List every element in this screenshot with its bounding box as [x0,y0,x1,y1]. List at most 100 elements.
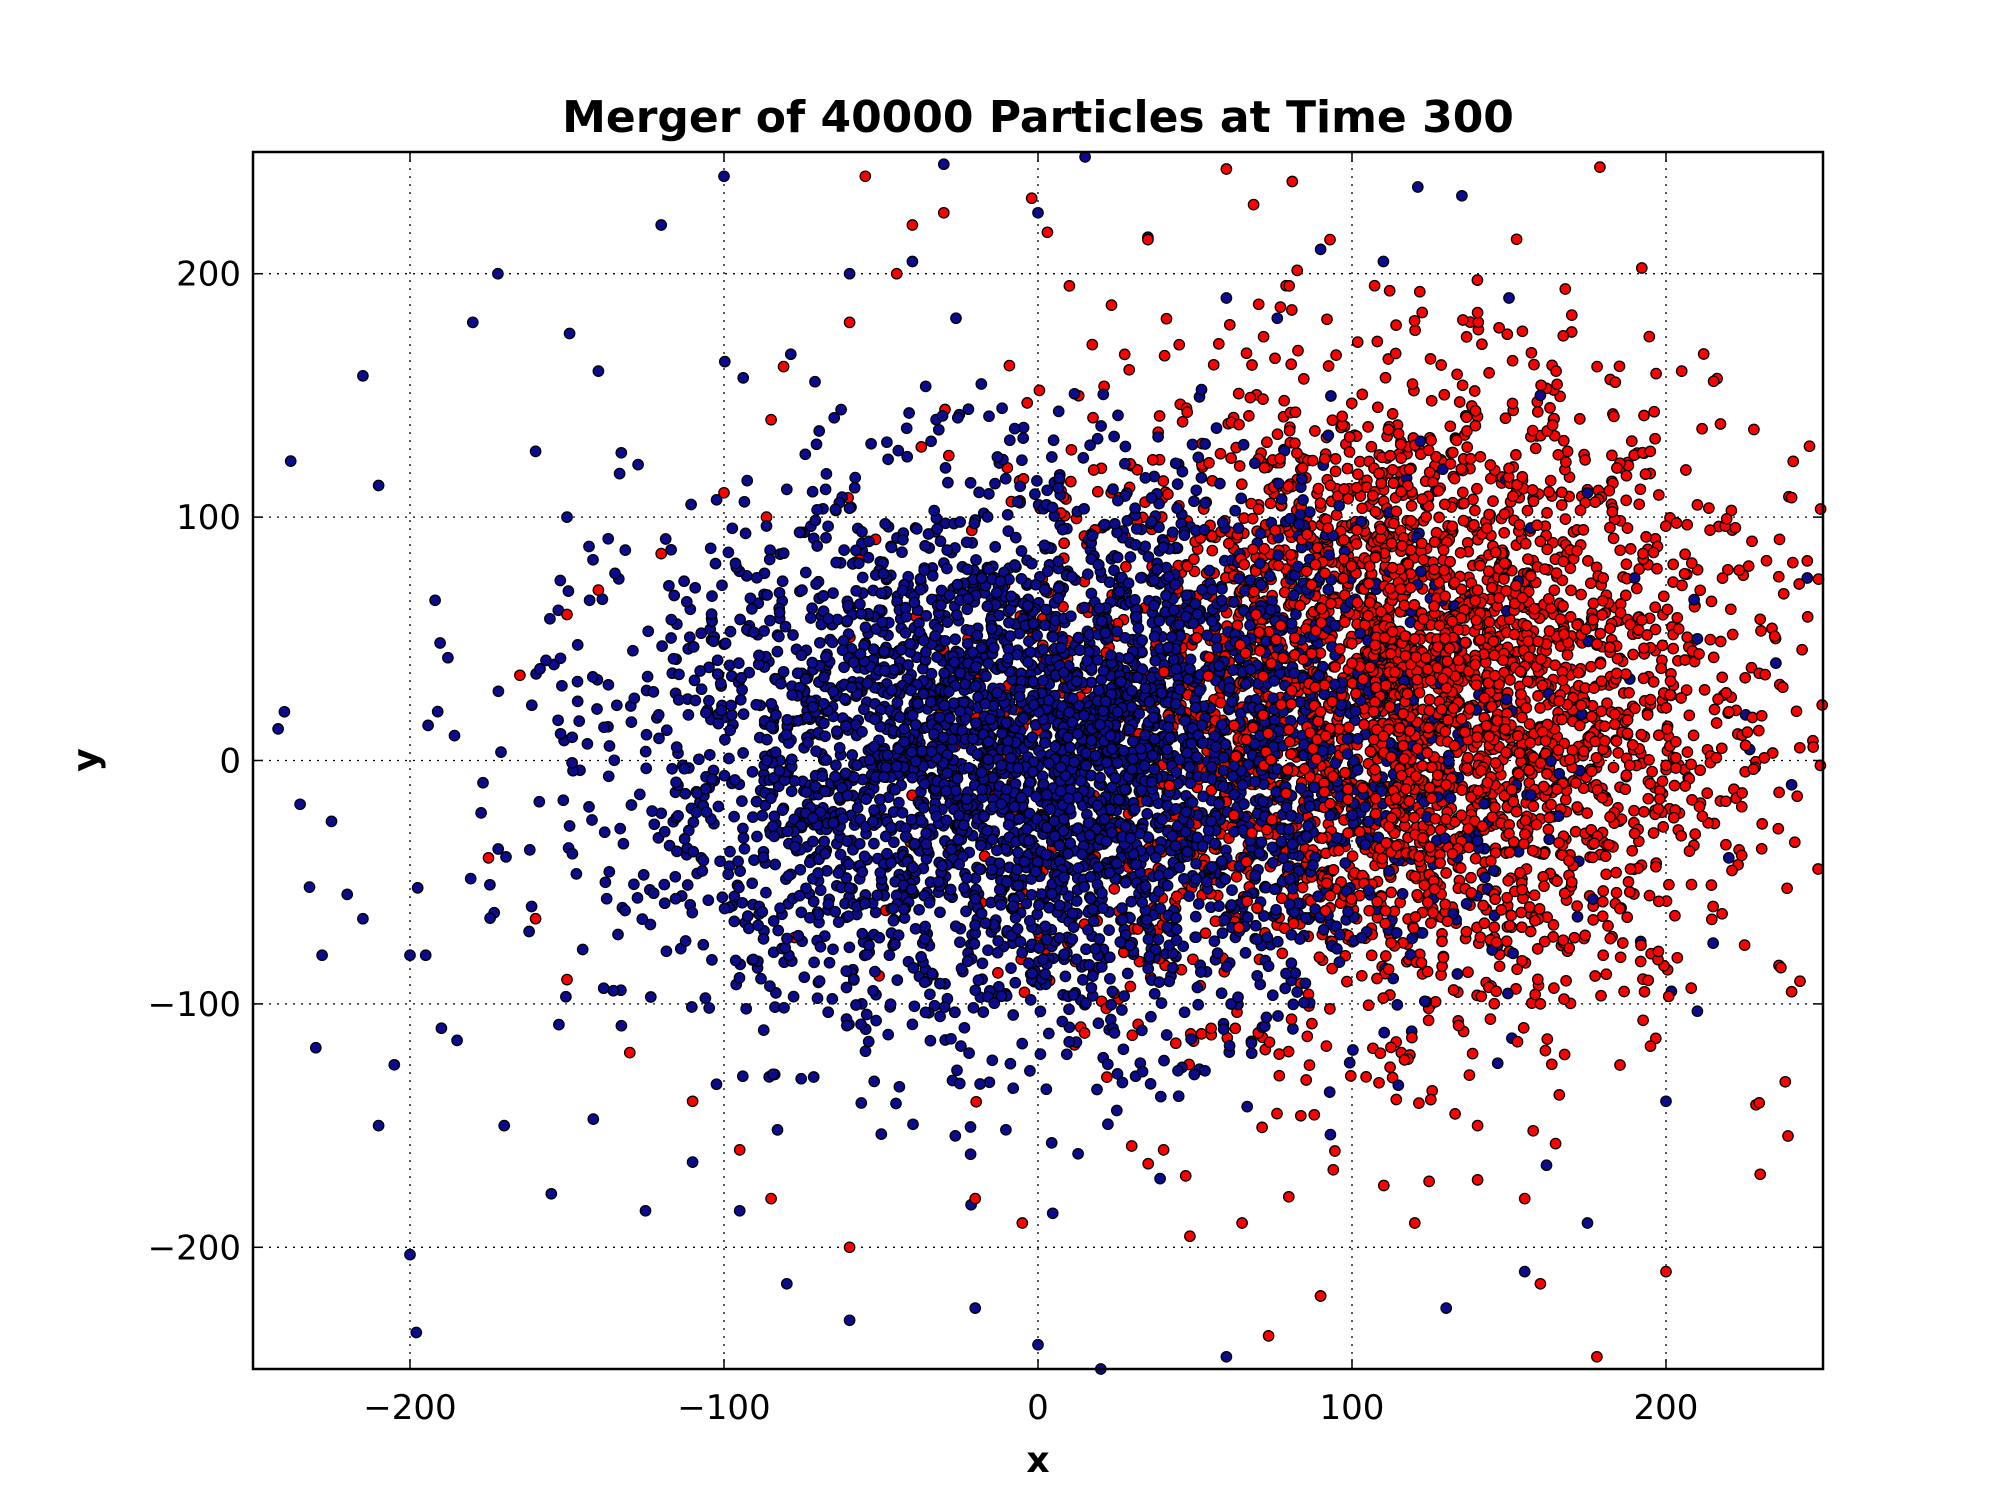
red-particle [1296,881,1309,894]
blue-particle [603,865,616,878]
red-particle [1316,832,1329,845]
red-particle [1329,661,1341,673]
red-particle [1262,1330,1275,1342]
blue-particle [747,811,759,823]
blue-particle [920,827,933,840]
blue-particle [1206,615,1218,627]
blue-particle [813,975,826,987]
red-particle [1261,436,1273,449]
red-particle [1289,406,1302,419]
blue-particle [1178,1006,1191,1019]
red-particle [1252,503,1265,515]
blue-particle [1383,865,1395,877]
blue-particle [830,759,842,772]
red-particle [1573,719,1586,732]
red-particle [1387,477,1400,490]
red-particle [1781,882,1793,895]
blue-particle [1016,1037,1029,1050]
blue-particle [811,992,824,1005]
red-particle [1465,871,1477,884]
blue-particle [761,589,773,601]
red-particle [1522,553,1534,565]
blue-particle [628,878,640,891]
blue-particle [787,990,800,1003]
red-particle [1181,560,1194,573]
blue-particle [1291,986,1304,998]
blue-particle [719,733,731,746]
blue-particle [644,991,657,1003]
red-particle [1291,447,1303,459]
blue-particle [737,372,750,384]
blue-particle [925,435,937,448]
red-particle [1667,642,1680,655]
blue-particle [1005,962,1017,974]
red-particle [1557,555,1570,568]
blue-particle [1063,1036,1076,1048]
red-particle [1086,338,1099,351]
blue-particle [883,949,896,962]
red-particle [1625,435,1638,447]
red-particle [1282,1190,1295,1203]
blue-particle [907,962,920,974]
red-particle [1120,560,1132,573]
red-particle [1539,1044,1552,1057]
red-particle [1222,537,1235,550]
blue-particle [556,679,568,692]
blue-particle [1285,957,1298,970]
red-particle [1449,1108,1461,1120]
blue-particle [706,773,718,785]
red-particle [1703,502,1715,514]
blue-particle [695,683,708,696]
blue-particle [760,520,773,532]
blue-particle [949,1006,961,1019]
red-particle [1545,798,1557,811]
blue-particle [902,659,914,671]
blue-particle [1195,383,1208,396]
red-particle [1620,558,1633,571]
red-particle [1033,384,1046,397]
blue-particle [913,903,925,916]
red-particle [1273,1069,1286,1082]
red-particle [1472,316,1485,329]
blue-particle [716,579,728,592]
blue-particle [891,974,904,986]
red-particle [1360,1071,1372,1083]
blue-particle [1190,484,1203,497]
blue-particle [1341,733,1354,745]
blue-particle [1148,630,1161,643]
blue-particle [719,637,732,650]
red-particle [1018,986,1031,999]
red-particle [1344,1070,1357,1082]
red-particle [1542,823,1555,836]
red-particle [1285,304,1298,316]
blue-particle [703,1002,716,1014]
blue-particle [706,954,718,966]
red-particle [1322,360,1335,372]
blue-particle [1333,499,1345,512]
blue-particle [667,652,680,665]
blue-particle [809,375,821,388]
red-particle [1271,428,1284,441]
blue-particle [964,477,977,489]
blue-particle [1232,572,1245,585]
blue-particle [982,944,994,957]
red-particle [1679,654,1691,666]
blue-particle [996,402,1008,415]
red-particle [1350,481,1363,494]
blue-particle [602,532,615,545]
blue-particle [1249,919,1262,932]
blue-particle [619,904,631,917]
red-particle [1153,410,1166,422]
red-particle [1421,965,1434,978]
red-particle [1420,510,1433,523]
red-particle [1667,558,1680,571]
red-particle [1493,960,1506,973]
blue-particle [899,830,912,843]
blue-particle [788,775,801,787]
blue-particle [808,956,820,969]
blue-particle [1333,956,1346,968]
blue-particle [1081,568,1094,581]
blue-particle [822,1006,835,1019]
blue-particle [807,1071,820,1083]
red-particle [1707,375,1720,388]
